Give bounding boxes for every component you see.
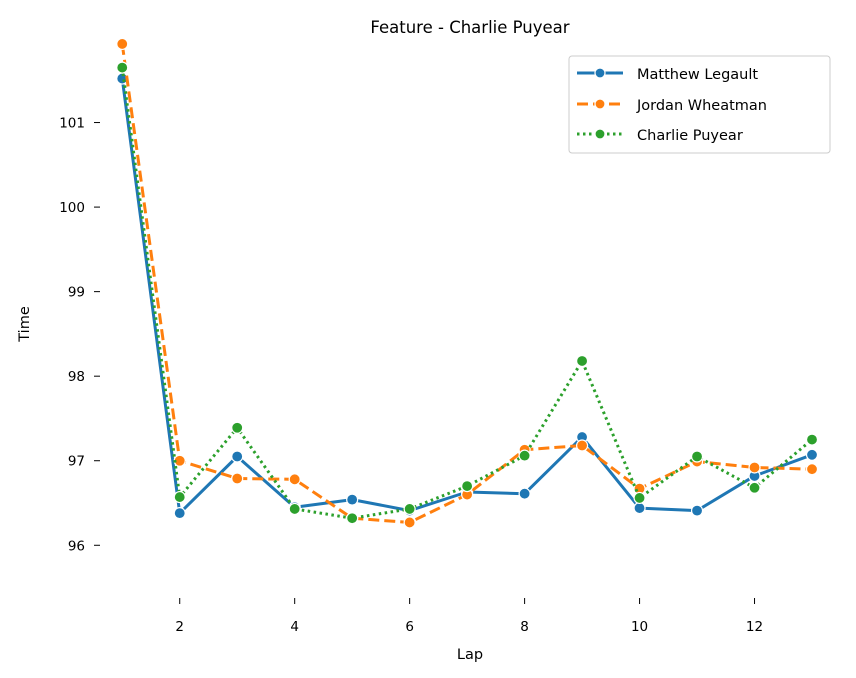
data-point — [403, 516, 416, 529]
data-point — [288, 502, 301, 516]
y-tick-label: 101 — [59, 116, 85, 132]
y-tick-label: 100 — [59, 200, 85, 216]
chart-title: Feature - Charlie Puyear — [370, 18, 569, 37]
data-point — [231, 450, 244, 463]
x-tick-label: 12 — [746, 619, 763, 635]
data-point — [173, 507, 186, 520]
x-axis-label: Lap — [457, 647, 483, 663]
x-tick-label: 2 — [175, 619, 184, 635]
legend-label: Jordan Wheatman — [636, 98, 767, 114]
plot-series — [116, 37, 819, 529]
data-point — [346, 493, 359, 506]
legend-entry: Charlie Puyear — [577, 128, 743, 144]
y-tick-label: 98 — [68, 369, 85, 385]
data-point — [518, 449, 531, 462]
legend-frame — [568, 55, 831, 154]
legend-swatch-marker — [594, 67, 606, 79]
data-point — [690, 450, 704, 463]
data-point — [518, 487, 531, 500]
legend-label: Charlie Puyear — [637, 128, 743, 144]
legend: Matthew Legault Jordan Wheatman Charlie … — [568, 55, 831, 154]
legend-label: Matthew Legault — [637, 67, 758, 83]
data-point — [805, 433, 819, 446]
data-point — [805, 463, 819, 476]
data-point — [461, 479, 474, 493]
data-point — [231, 421, 244, 434]
data-point — [346, 512, 359, 525]
data-point — [231, 472, 244, 485]
data-point — [288, 473, 301, 486]
x-tick-label: 8 — [520, 619, 529, 635]
data-point — [748, 461, 761, 474]
y-tick-label: 99 — [68, 285, 85, 301]
data-point — [633, 501, 646, 515]
data-point — [633, 491, 646, 505]
data-point — [575, 354, 589, 368]
legend-entry: Jordan Wheatman — [577, 98, 767, 114]
series-2 — [116, 61, 819, 525]
y-tick-label: 96 — [68, 538, 85, 554]
legend-swatch-marker — [594, 98, 606, 110]
legend-swatch-marker — [594, 128, 606, 140]
data-point — [805, 448, 819, 461]
x-tick-label: 6 — [405, 619, 414, 635]
y-tick-label: 97 — [68, 454, 85, 470]
axis-ticks: 2 4 6 8 10 12 96 97 98 99 100 101 — [59, 116, 763, 635]
x-tick-label: 4 — [290, 619, 299, 635]
legend-entry: Matthew Legault — [577, 67, 758, 83]
data-point — [748, 481, 761, 494]
y-axis-label: Time — [17, 306, 33, 343]
data-point — [173, 490, 186, 504]
data-point — [116, 61, 129, 74]
data-point — [575, 439, 589, 452]
data-point — [690, 504, 704, 517]
data-point — [403, 502, 416, 516]
data-point — [116, 37, 129, 51]
x-tick-label: 10 — [631, 619, 648, 635]
